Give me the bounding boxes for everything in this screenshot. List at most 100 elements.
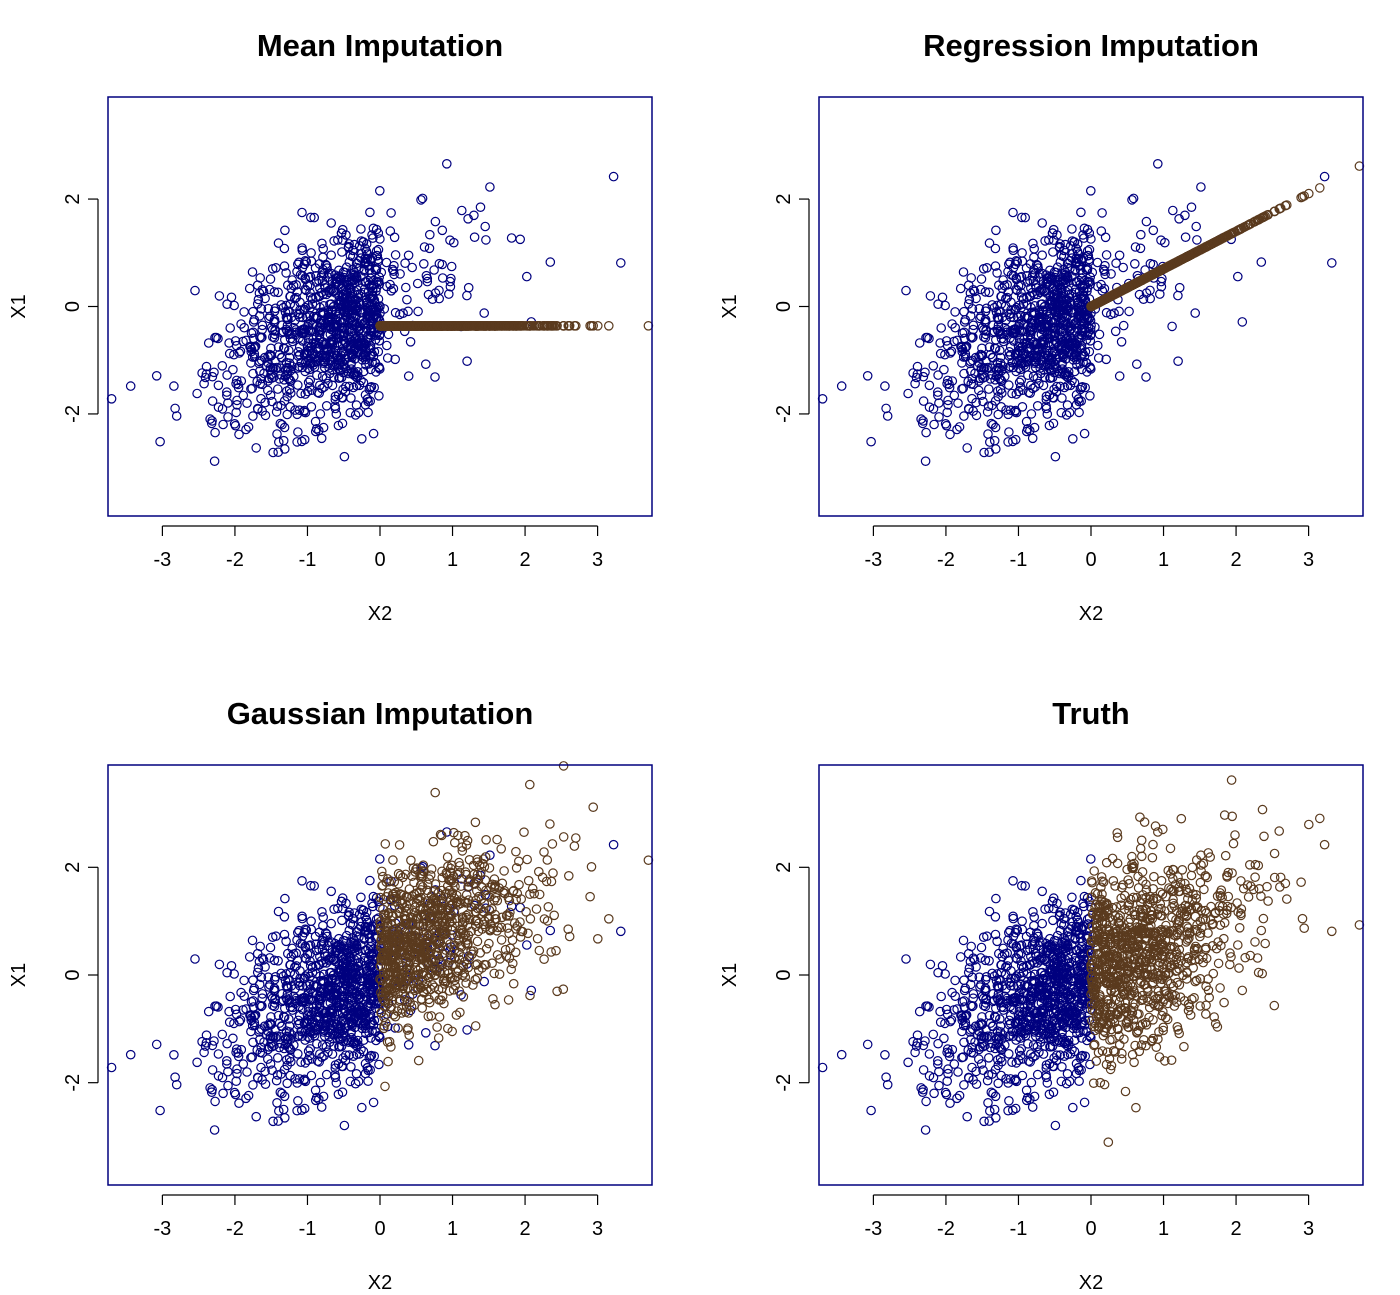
observed-point — [292, 380, 303, 390]
observed-point — [361, 332, 372, 343]
observed-point — [1044, 235, 1054, 245]
observed-point — [1082, 246, 1093, 256]
observed-point — [978, 263, 989, 274]
observed-point — [937, 292, 948, 303]
observed-point — [977, 350, 988, 361]
observed-point — [310, 426, 321, 437]
observed-point — [256, 373, 267, 384]
observed-point — [279, 374, 289, 385]
observed-point — [1014, 377, 1025, 388]
observed-point — [960, 343, 970, 353]
observed-point — [339, 451, 350, 462]
observed-point — [1168, 205, 1178, 216]
observed-point — [232, 399, 242, 410]
observed-point — [364, 384, 375, 395]
observed-point — [351, 304, 361, 314]
observed-point — [1114, 371, 1125, 381]
observed-point — [1192, 235, 1202, 245]
imputed-point — [496, 320, 506, 331]
observed-point — [389, 232, 400, 243]
imputed-point — [417, 320, 428, 331]
imputed-point — [400, 320, 411, 331]
observed-point — [984, 238, 995, 248]
observed-point — [356, 224, 366, 234]
observed-point — [974, 376, 984, 386]
observed-point — [1045, 373, 1056, 383]
y-tick-label: 0 — [62, 301, 84, 312]
imputed-point — [505, 320, 516, 331]
observed-point — [271, 362, 282, 373]
observed-point — [306, 401, 317, 412]
observed-point — [463, 282, 474, 293]
observed-point — [338, 289, 349, 300]
observed-point — [515, 234, 525, 245]
observed-point — [207, 396, 218, 406]
observed-point — [379, 304, 390, 314]
observed-point — [1094, 329, 1105, 340]
observed-point — [1021, 263, 1032, 273]
observed-point — [366, 381, 377, 392]
observed-point — [359, 341, 369, 352]
observed-point — [371, 313, 381, 323]
observed-point — [266, 350, 277, 361]
observed-point — [352, 366, 363, 377]
observed-point — [296, 388, 306, 399]
observed-point — [1167, 321, 1177, 332]
observed-point — [1101, 307, 1112, 318]
imputed-point — [441, 320, 452, 331]
observed-point — [225, 991, 235, 1002]
observed-point — [273, 906, 284, 917]
observed-point — [1116, 336, 1127, 347]
observed-point — [340, 349, 351, 360]
observed-point — [328, 361, 339, 371]
observed-point — [959, 411, 969, 421]
observed-point — [367, 230, 377, 240]
observed-point — [343, 242, 354, 253]
observed-point — [966, 273, 976, 283]
observed-point — [261, 361, 272, 371]
observed-point — [971, 293, 981, 304]
observed-point — [1040, 372, 1050, 383]
observed-point — [373, 244, 384, 255]
observed-point — [239, 975, 249, 986]
observed-point — [353, 339, 364, 350]
observed-point — [437, 273, 448, 283]
observed-point — [329, 372, 339, 383]
observed-point — [1064, 339, 1075, 350]
observed-point — [332, 235, 343, 245]
observed-point — [1068, 433, 1078, 444]
x-axis-label: X2 — [368, 603, 392, 625]
observed-point — [1007, 436, 1018, 447]
observed-point — [365, 875, 375, 886]
x-tick-label: -3 — [154, 549, 172, 571]
observed-point — [1013, 386, 1024, 397]
observed-point — [306, 385, 317, 395]
observed-point — [325, 339, 336, 349]
observed-point — [932, 390, 943, 401]
observed-point — [446, 261, 457, 272]
observed-point — [971, 410, 982, 421]
observed-point — [264, 313, 274, 324]
observed-point — [253, 404, 263, 414]
observed-point — [958, 267, 969, 277]
observed-point — [918, 396, 929, 406]
observed-point — [1076, 340, 1087, 351]
observed-point — [1052, 230, 1062, 240]
observed-point — [273, 1106, 284, 1116]
observed-point — [424, 243, 435, 254]
observed-point — [929, 419, 939, 430]
observed-point — [1065, 333, 1076, 344]
observed-point — [1027, 271, 1038, 281]
observed-point — [345, 334, 355, 345]
observed-point — [351, 258, 362, 269]
observed-point — [403, 371, 414, 381]
observed-point — [305, 212, 316, 223]
observed-point — [388, 283, 399, 294]
observed-point — [1057, 364, 1068, 374]
observed-point — [975, 284, 986, 295]
observed-point — [205, 414, 215, 424]
observed-point — [1045, 328, 1056, 338]
observed-point — [1046, 358, 1056, 369]
observed-point — [321, 400, 332, 411]
